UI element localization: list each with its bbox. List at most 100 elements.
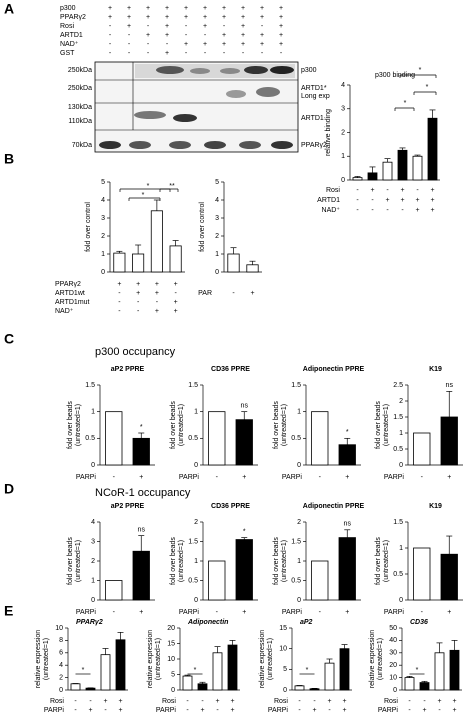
condition-label: PARPi <box>384 474 405 481</box>
bar <box>100 654 111 691</box>
condition-sign: - <box>386 187 389 194</box>
condition-sign: - <box>186 707 189 714</box>
y-tick-label: 2 <box>194 519 198 526</box>
condition-sign: + <box>155 308 159 315</box>
condition-sign: - <box>261 50 264 57</box>
chart-title: K19 <box>429 366 442 373</box>
condition-sign: - <box>118 308 121 315</box>
y-tick-label: 0.5 <box>393 446 403 453</box>
condition-label: Rosi <box>162 698 176 705</box>
band-label: p300 <box>301 67 317 74</box>
y-tick-label: 2 <box>59 674 63 681</box>
condition-sign: - <box>216 609 219 616</box>
bar <box>227 644 238 691</box>
condition-sign: - <box>147 23 150 30</box>
chart-title: CD36 <box>410 619 428 626</box>
condition-sign: - <box>74 707 77 714</box>
condition-sign: - <box>408 698 411 705</box>
y-tick-label: 3 <box>91 538 95 545</box>
y-tick-label: 5 <box>215 179 219 186</box>
condition-sign: + <box>165 50 169 57</box>
y-tick-label: 10 <box>389 674 397 681</box>
y-tick-label: 1 <box>91 577 95 584</box>
condition-sign: + <box>127 5 131 12</box>
condition-sign: + <box>118 707 122 714</box>
condition-sign: + <box>139 609 143 616</box>
bar <box>338 444 356 466</box>
condition-sign: - <box>216 474 219 481</box>
condition-sign: + <box>165 5 169 12</box>
y-axis-label: fold over control <box>199 202 206 252</box>
y-tick-label: 1 <box>194 409 198 416</box>
condition-sign: + <box>136 281 140 288</box>
condition-sign: + <box>230 707 234 714</box>
condition-sign: - <box>328 707 331 714</box>
condition-sign: + <box>447 609 451 616</box>
condition-sign: + <box>146 5 150 12</box>
chart-title: CD36 PPRE <box>211 366 250 373</box>
y-tick-label: 1.5 <box>393 414 403 421</box>
condition-sign: + <box>400 197 404 204</box>
y-tick-label: 0.5 <box>291 435 301 442</box>
bar <box>115 639 126 691</box>
condition-sign: - <box>186 698 189 705</box>
y-axis-label: (untreated=1) <box>383 404 390 446</box>
panel-label: E <box>4 603 13 619</box>
y-tick-label: 2 <box>91 558 95 565</box>
condition-sign: - <box>371 207 374 214</box>
condition-sign: + <box>108 14 112 21</box>
condition-sign: - <box>313 698 316 705</box>
y-tick-label: 1.5 <box>188 538 198 545</box>
y-tick-label: 2 <box>101 233 105 240</box>
chart-title: p300 binding <box>375 72 415 79</box>
y-tick-label: 0 <box>399 597 403 604</box>
condition-sign: - <box>319 474 322 481</box>
condition-sign: - <box>128 32 131 39</box>
y-axis-label: (untreated=1) <box>155 638 162 680</box>
condition-sign: + <box>184 14 188 21</box>
condition-sign: - <box>401 207 404 214</box>
y-tick-label: 20 <box>167 625 175 632</box>
bar <box>235 539 253 601</box>
condition-sign: - <box>109 32 112 39</box>
condition-label: ARTD1 <box>317 197 340 204</box>
condition-sign: + <box>279 23 283 30</box>
bar <box>212 652 223 691</box>
y-axis-label: fold over beads <box>67 401 74 449</box>
y-tick-label: 5 <box>283 666 287 673</box>
y-axis-label: (untreated=1) <box>281 540 288 582</box>
condition-sign: + <box>279 41 283 48</box>
condition-sign: - <box>74 698 77 705</box>
condition-sign: + <box>241 14 245 21</box>
condition-sign: + <box>184 5 188 12</box>
y-tick-label: 4 <box>215 197 219 204</box>
condition-sign: + <box>447 474 451 481</box>
y-axis-label: (untreated=1) <box>383 540 390 582</box>
mw-label: 70kDa <box>72 142 92 149</box>
condition-sign: - <box>166 41 169 48</box>
annotation: * <box>147 183 150 190</box>
annotation: ns <box>344 521 352 528</box>
bar <box>413 432 431 466</box>
condition-label: PPARγ2 <box>55 281 81 288</box>
bar <box>311 411 329 466</box>
condition-label: NAD⁺ <box>60 41 79 48</box>
condition-sign: - <box>118 290 121 297</box>
y-tick-label: 0 <box>91 462 95 469</box>
annotation: * <box>404 100 407 107</box>
condition-label: GST <box>60 50 75 57</box>
condition-sign: - <box>113 609 116 616</box>
condition-label: p300 <box>60 5 76 12</box>
condition-sign: + <box>241 41 245 48</box>
condition-sign: - <box>137 299 140 306</box>
condition-sign: + <box>203 23 207 30</box>
bar <box>412 155 423 181</box>
condition-sign: - <box>298 707 301 714</box>
y-tick-label: 4 <box>91 519 95 526</box>
bar <box>246 264 259 273</box>
section-title: NCoR-1 occupancy <box>95 487 191 499</box>
bar <box>324 662 335 691</box>
y-tick-label: 0 <box>171 687 175 694</box>
bar <box>113 252 126 273</box>
